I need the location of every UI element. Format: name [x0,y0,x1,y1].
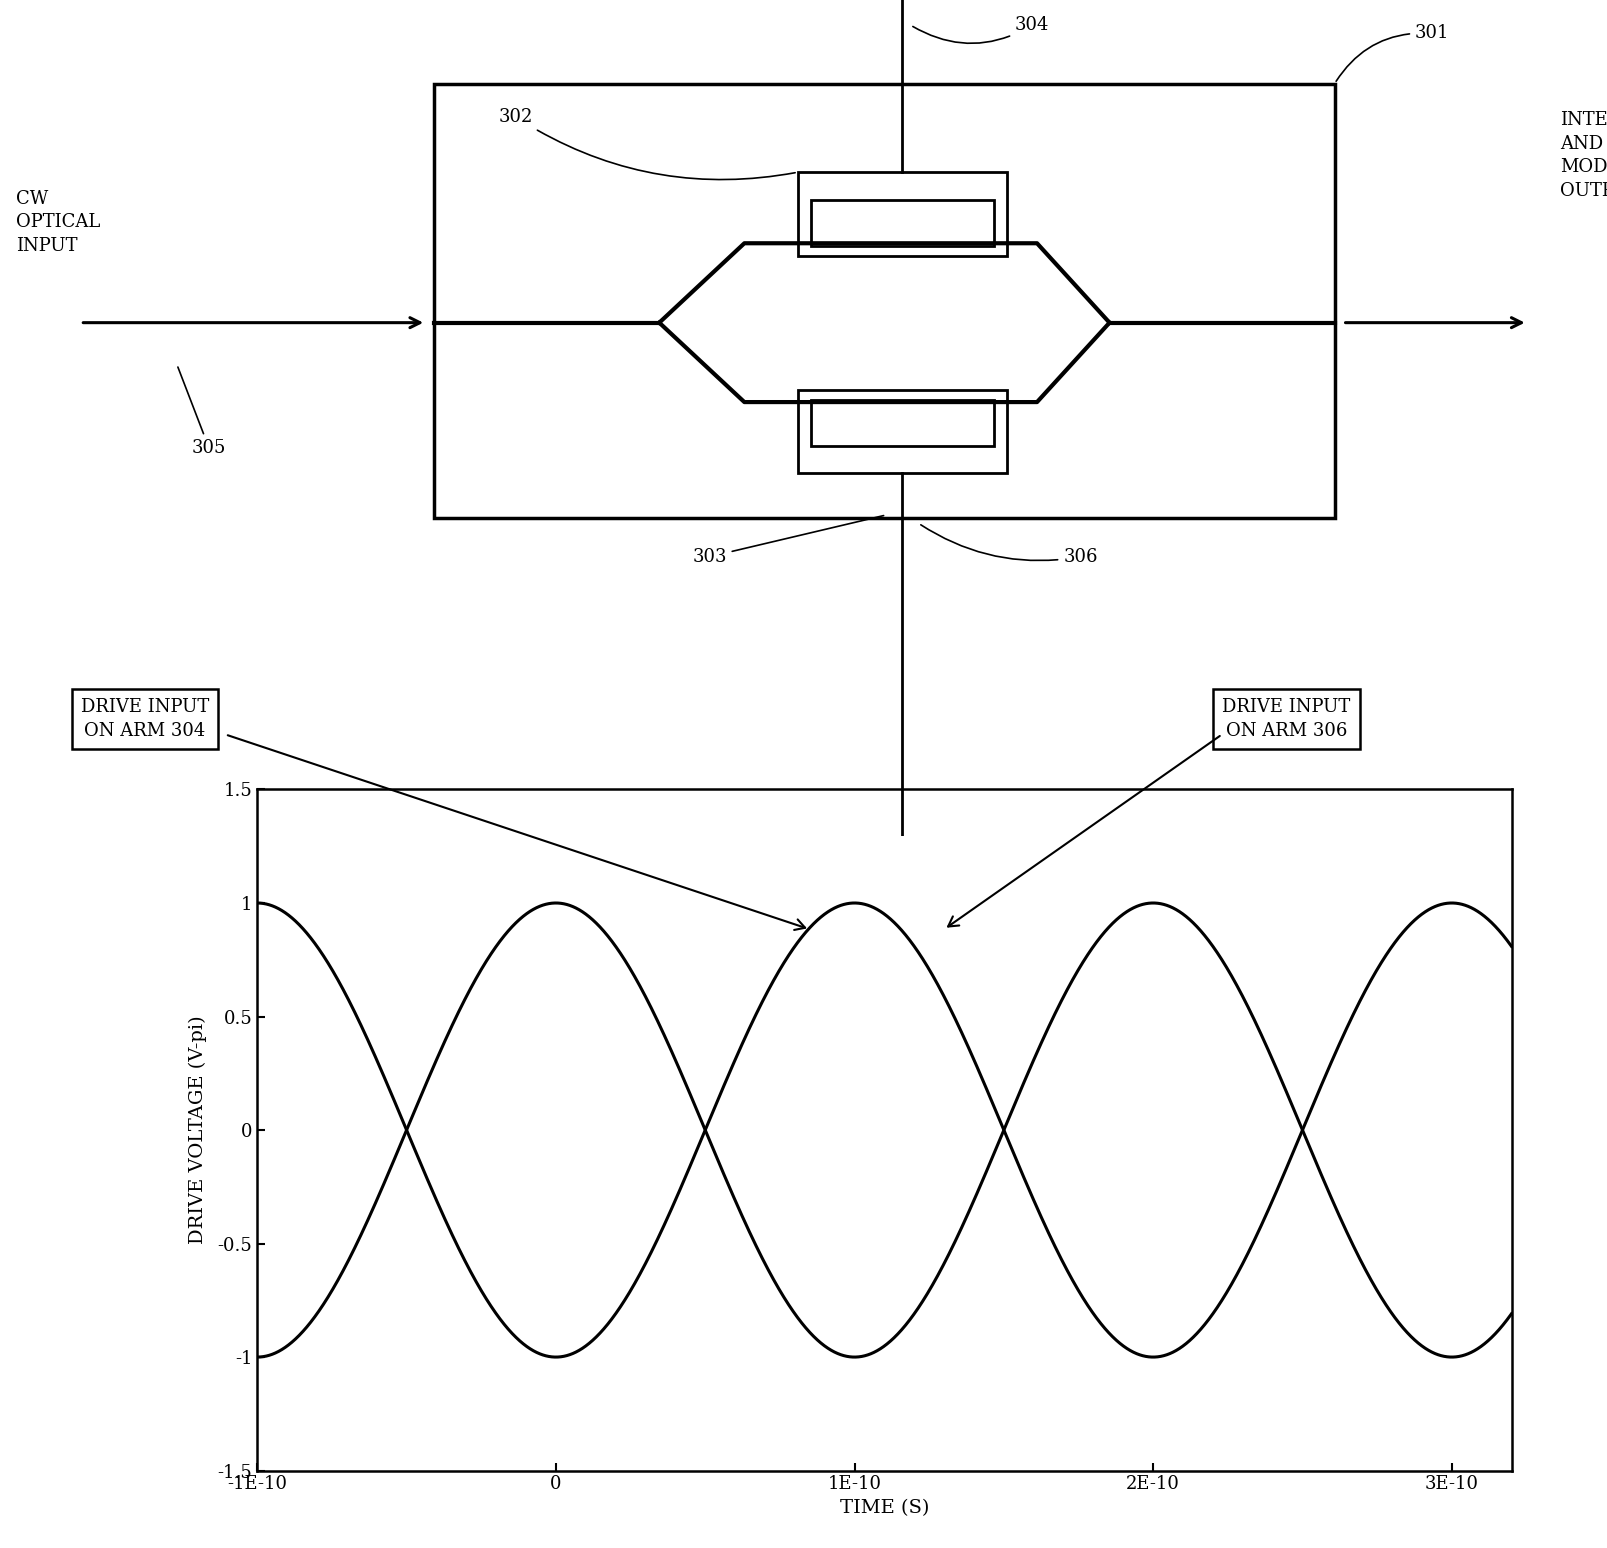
Text: CW
OPTICAL
INPUT: CW OPTICAL INPUT [16,190,100,255]
Text: DRIVE INPUT
ON ARM 304: DRIVE INPUT ON ARM 304 [80,698,209,740]
Bar [797,172,1006,255]
Bar [810,200,993,246]
Text: 303: 303 [691,515,884,565]
Bar [434,84,1334,519]
Bar [797,390,1006,474]
X-axis label: TIME (S): TIME (S) [839,1498,929,1517]
Bar [810,399,993,446]
Text: 301: 301 [1335,25,1448,80]
Text: 305: 305 [178,367,227,457]
Text: 306: 306 [921,525,1098,565]
Text: INTENSITY
AND PHASE
MODULATED
OUTPUT: INTENSITY AND PHASE MODULATED OUTPUT [1559,111,1607,200]
Y-axis label: DRIVE VOLTAGE (V-pi): DRIVE VOLTAGE (V-pi) [188,1015,206,1245]
Text: 302: 302 [498,108,795,180]
Text: 304: 304 [913,15,1049,43]
Text: DRIVE INPUT
ON ARM 306: DRIVE INPUT ON ARM 306 [1221,698,1350,740]
